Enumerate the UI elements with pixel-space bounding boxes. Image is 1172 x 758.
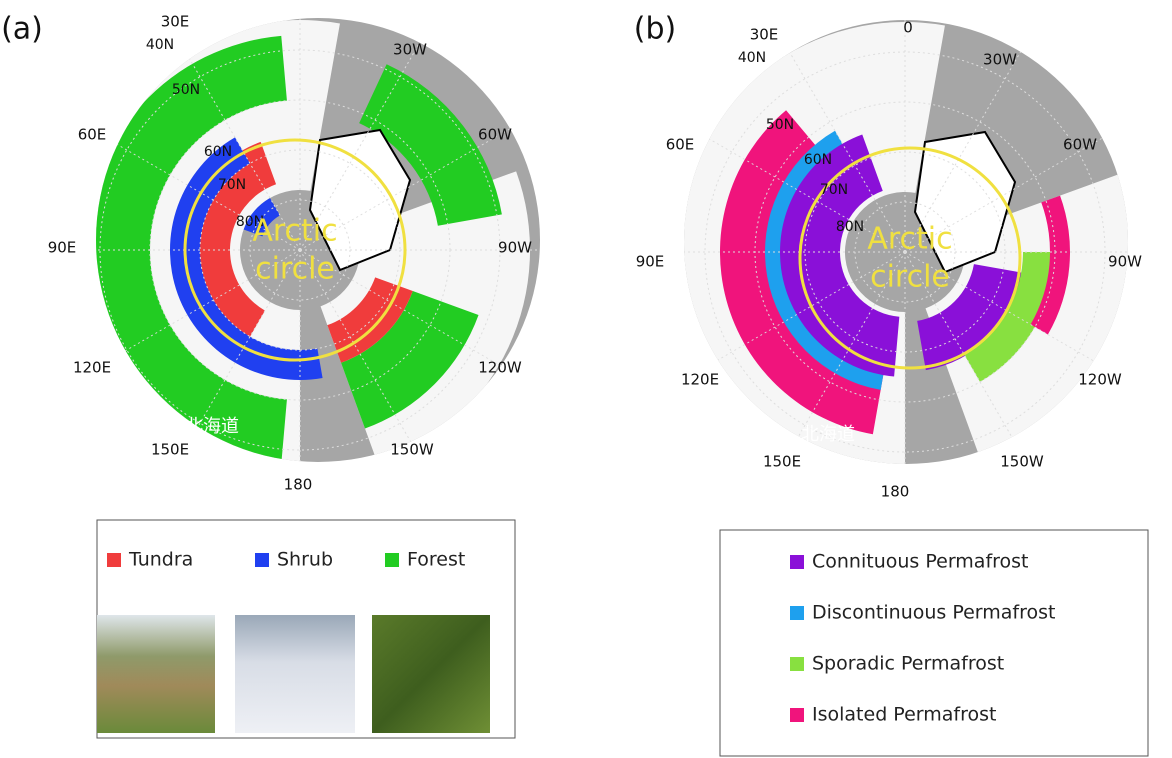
arctic-label: circle	[255, 252, 335, 287]
lon-label: 60E	[666, 136, 695, 154]
lat-label: 40N	[146, 37, 174, 53]
lon-label: 90W	[498, 239, 532, 257]
lat-label: 40N	[738, 50, 766, 66]
lon-label: 30E	[161, 13, 190, 31]
legend-label: Tundra	[128, 549, 193, 571]
legend-swatch	[107, 553, 121, 567]
place-label: 北海道	[185, 416, 239, 437]
legend-swatch	[385, 553, 399, 567]
legend-label: Forest	[407, 549, 465, 571]
lat-label: 50N	[766, 117, 794, 133]
lon-label: 120E	[681, 371, 719, 389]
legend-swatch	[790, 555, 804, 569]
legend-swatch	[790, 657, 804, 671]
lon-label: 150E	[151, 441, 189, 459]
lat-label: 60N	[204, 144, 232, 160]
lon-label: 150W	[1000, 453, 1044, 471]
legend-label: Isolated Permafrost	[812, 704, 996, 726]
lat-label: 50N	[172, 82, 200, 98]
lon-label: 30E	[750, 26, 779, 44]
arctic-label: circle	[870, 260, 950, 295]
lon-label: 120W	[1078, 371, 1122, 389]
legend-swatch	[255, 553, 269, 567]
photo-tundra	[97, 615, 215, 733]
lon-label: 60W	[1063, 136, 1097, 154]
lon-label: 60W	[478, 126, 512, 144]
legend-swatch	[790, 606, 804, 620]
arctic-label: Arctic	[867, 222, 952, 257]
lon-label: 120E	[73, 359, 111, 377]
figure: (a) 30E 30W 60E 60W 90E 90W 120E 120W 150E 150W 180…	[0, 0, 1172, 758]
lat-label: 80N	[836, 219, 864, 235]
lon-label: 90E	[636, 253, 665, 271]
lon-label: 30W	[393, 41, 427, 59]
legend-label: Shrub	[277, 549, 333, 571]
lon-label: 120W	[478, 359, 522, 377]
legend-label: Discontinuous Permafrost	[812, 602, 1056, 624]
lon-label: 30W	[983, 51, 1017, 69]
legend-swatch	[790, 708, 804, 722]
lon-label: 180	[881, 483, 910, 501]
lat-label: 60N	[804, 152, 832, 168]
photo-forest	[372, 615, 490, 733]
lon-label: 150W	[390, 441, 434, 459]
lon-label: 0	[903, 19, 913, 37]
lon-label: 150E	[763, 453, 801, 471]
lon-label: 60E	[78, 126, 107, 144]
arctic-label: Arctic	[252, 214, 337, 249]
lon-label: 90E	[48, 239, 77, 257]
place-label: 北海道	[801, 424, 855, 445]
legend-label: Sporadic Permafrost	[812, 653, 1004, 675]
legend-label: Connituous Permafrost	[812, 551, 1029, 573]
lon-label: 90W	[1108, 253, 1142, 271]
panel-label: (b)	[634, 12, 676, 47]
lat-label: 70N	[820, 182, 848, 198]
panel-label: (a)	[1, 12, 43, 47]
lat-label: 70N	[218, 177, 246, 193]
lon-label: 180	[284, 476, 313, 494]
photo-shrub	[235, 615, 355, 733]
